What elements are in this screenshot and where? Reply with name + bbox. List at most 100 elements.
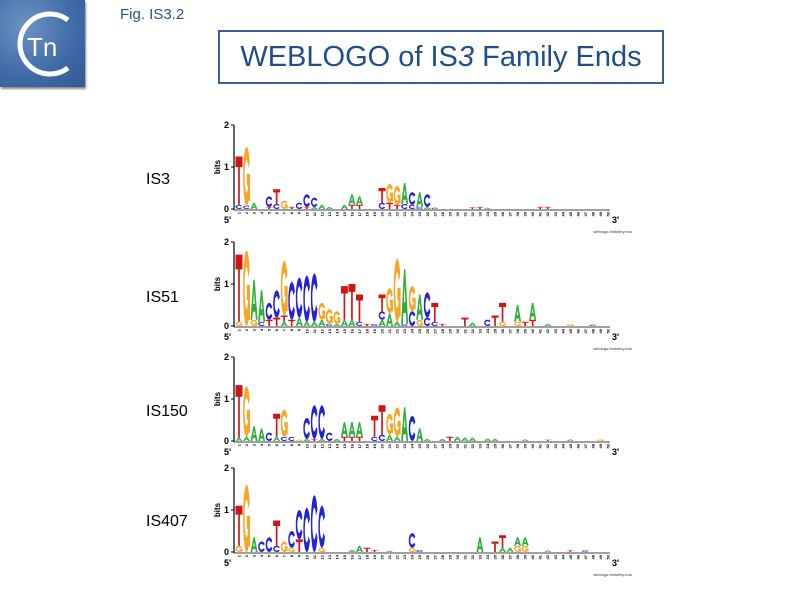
logo-letter-g: [566, 323, 574, 326]
y-axis-label: bits: [213, 391, 222, 406]
position-label: 30: [455, 211, 460, 216]
position-label: 46: [575, 328, 580, 333]
logo-letter-shape: [408, 286, 416, 312]
tn-logo: Tn: [0, 0, 85, 87]
logo-letter-t: [288, 206, 296, 209]
position-label: 35: [493, 443, 498, 448]
logo-letter-shape: [525, 548, 529, 552]
figure-label: Fig. IS3.2: [120, 6, 185, 23]
logo-letter-shape: [566, 439, 574, 441]
logo-letter-shape: [265, 537, 273, 552]
logo-letter-g: [288, 547, 296, 552]
logo-letter-c: [258, 321, 265, 326]
logo-letter-shape: [408, 547, 416, 552]
logo-letter-shape: [566, 323, 574, 326]
logo-letter-a: [250, 279, 258, 320]
logo-letter-t: [273, 520, 281, 546]
logo-letter-shape: [438, 323, 446, 326]
logo-letter-shape: [355, 422, 363, 437]
logo-letter-shape: [273, 290, 280, 318]
position-label: 47: [583, 443, 588, 448]
logo-letter-shape: [356, 321, 363, 326]
logo-letter-t: [355, 204, 363, 209]
logo-letter-shape: [386, 183, 393, 203]
logo-letter-shape: [295, 277, 303, 318]
position-label: 36: [500, 554, 505, 559]
logo-letter-shape: [246, 285, 251, 320]
logo-letter-shape: [581, 550, 589, 552]
logo-letter-g: [280, 200, 288, 209]
position-label: 35: [493, 328, 498, 333]
logo-letter-shape: [393, 204, 401, 209]
position-label: 19: [372, 443, 377, 448]
position-label: 12: [319, 554, 324, 559]
logo-letter-t: [461, 317, 469, 326]
logo-letter-shape: [254, 322, 258, 326]
position-label: 33: [477, 328, 482, 333]
position-label: 19: [372, 211, 377, 216]
position-label: 47: [583, 211, 588, 216]
position-label: 35: [493, 211, 498, 216]
position-label: 24: [410, 211, 415, 216]
logo-letter-shape: [483, 207, 491, 209]
position-label: 34: [485, 211, 490, 216]
logo-letter-shape: [393, 436, 401, 441]
logo-letter-shape: [235, 156, 243, 205]
position-label: 29: [447, 211, 452, 216]
position-label: 7: [282, 328, 287, 331]
position-label: 2: [244, 554, 249, 557]
position-label: 37: [508, 211, 513, 216]
logo-letter-shape: [544, 323, 552, 326]
logo-letter-t: [446, 436, 454, 441]
logo-letter-g: [416, 319, 424, 326]
position-label: 28: [440, 443, 445, 448]
logo-letter-t: [265, 319, 273, 326]
logo-letter-shape: [514, 545, 521, 552]
logo-letter-shape: [378, 405, 386, 435]
logo-letter-a: [401, 269, 409, 324]
position-label: 16: [349, 443, 354, 448]
logo-letter-g: [318, 302, 326, 320]
logo-letter-shape: [461, 437, 469, 441]
five-prime-label: 5': [224, 558, 231, 568]
position-label: 6: [274, 328, 279, 331]
position-label: 48: [590, 211, 595, 216]
y-tick-label: 2: [224, 463, 229, 473]
logo-letter-shape: [363, 547, 371, 552]
logo-letter-shape: [348, 204, 356, 209]
logo-label-is51: IS51: [146, 289, 179, 306]
logo-letter-c: [408, 204, 416, 209]
title-suffix: Family Ends: [474, 40, 642, 73]
logo-letter-t: [348, 284, 356, 320]
logo-letter-shape: [322, 549, 326, 552]
position-label: 19: [372, 328, 377, 333]
position-label: 47: [583, 328, 588, 333]
logo-letter-t: [566, 550, 574, 552]
logo-letter-c: [401, 323, 408, 326]
position-label: 47: [583, 554, 588, 559]
position-label: 32: [470, 328, 475, 333]
position-label: 22: [395, 554, 400, 559]
position-label: 32: [470, 443, 475, 448]
position-label: 15: [342, 443, 347, 448]
logo-letter-c: [416, 549, 423, 552]
logo-letter-a: [273, 436, 281, 441]
logo-letter-shape: [544, 550, 552, 552]
position-label: 43: [553, 443, 558, 448]
position-label: 6: [274, 443, 279, 446]
logo-letter-shape: [246, 173, 251, 201]
logo-letter-shape: [416, 549, 423, 552]
position-label: 10: [304, 211, 309, 216]
position-label: 44: [560, 211, 565, 216]
logo-letter-g: [521, 545, 529, 552]
position-label: 4: [259, 554, 264, 557]
y-tick-label: 2: [224, 120, 229, 130]
logo-letter-t: [273, 317, 281, 326]
position-label: 45: [568, 554, 573, 559]
position-label: 31: [462, 443, 467, 448]
logo-letter-shape: [355, 545, 363, 552]
logo-letter-a: [521, 537, 529, 546]
logo-letter-shape: [412, 549, 416, 552]
logo-letter-c: [280, 436, 288, 441]
